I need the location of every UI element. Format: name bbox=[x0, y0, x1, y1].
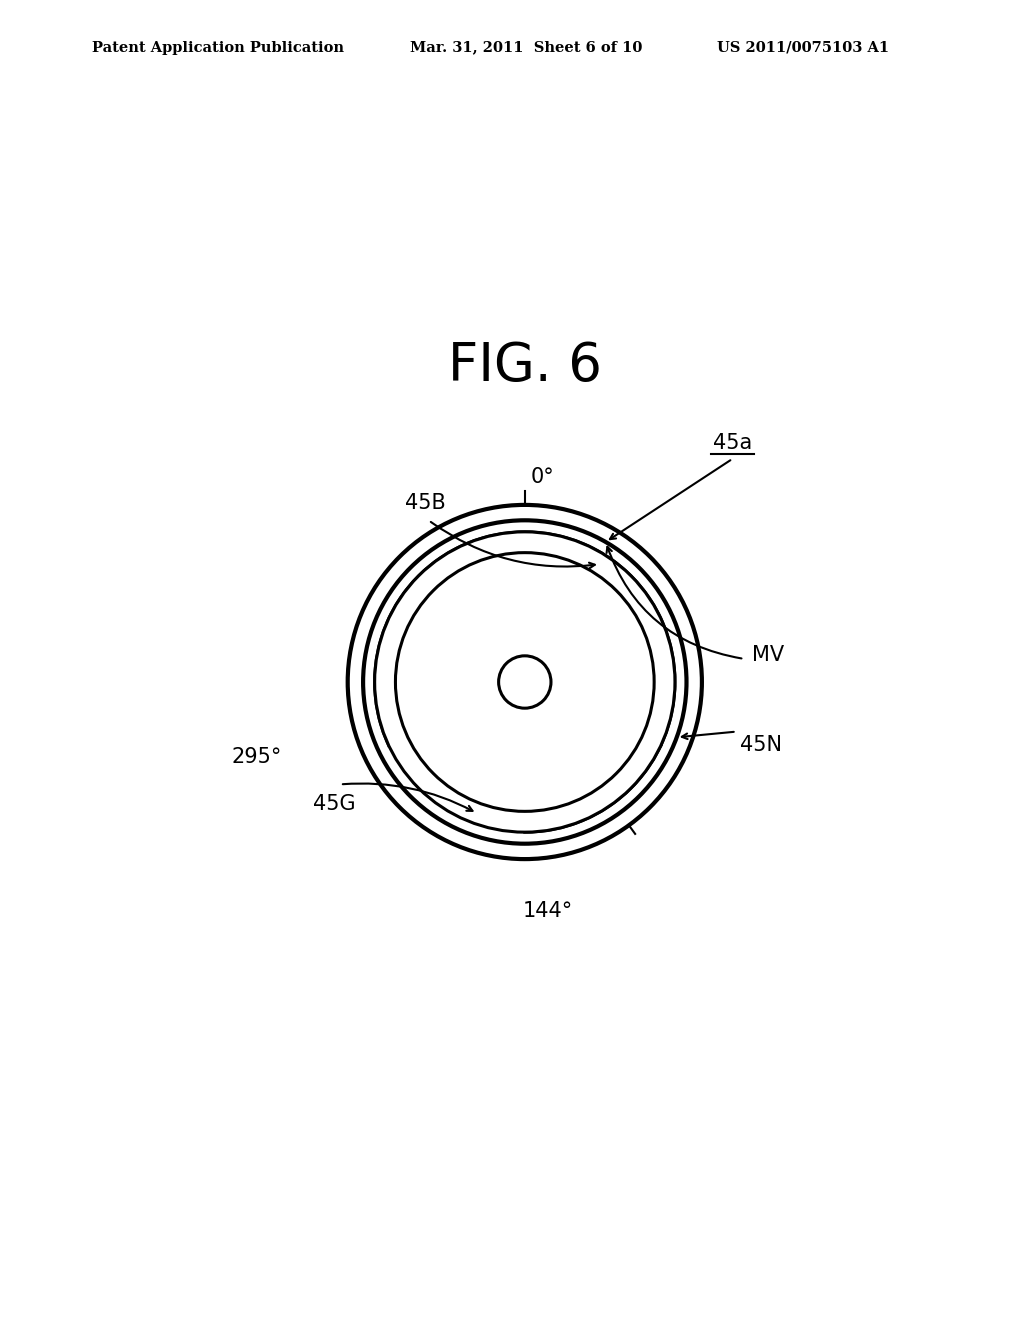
Text: 295°: 295° bbox=[231, 747, 283, 767]
Circle shape bbox=[395, 553, 654, 812]
Text: 45B: 45B bbox=[406, 492, 446, 512]
Text: Patent Application Publication: Patent Application Publication bbox=[92, 41, 344, 54]
Wedge shape bbox=[375, 532, 675, 746]
Text: 45N: 45N bbox=[740, 735, 782, 755]
Text: 144°: 144° bbox=[523, 902, 573, 921]
Text: FIG. 6: FIG. 6 bbox=[447, 341, 602, 392]
Text: Mar. 31, 2011  Sheet 6 of 10: Mar. 31, 2011 Sheet 6 of 10 bbox=[410, 41, 642, 54]
Wedge shape bbox=[524, 737, 660, 832]
Wedge shape bbox=[375, 532, 675, 746]
Text: 45a: 45a bbox=[713, 433, 753, 453]
Circle shape bbox=[499, 656, 551, 708]
Text: 45G: 45G bbox=[313, 795, 355, 814]
Circle shape bbox=[375, 532, 675, 832]
Text: 0°: 0° bbox=[531, 467, 555, 487]
Wedge shape bbox=[524, 737, 660, 832]
Text: US 2011/0075103 A1: US 2011/0075103 A1 bbox=[717, 41, 889, 54]
Circle shape bbox=[364, 520, 686, 843]
Text: MV: MV bbox=[752, 645, 784, 665]
